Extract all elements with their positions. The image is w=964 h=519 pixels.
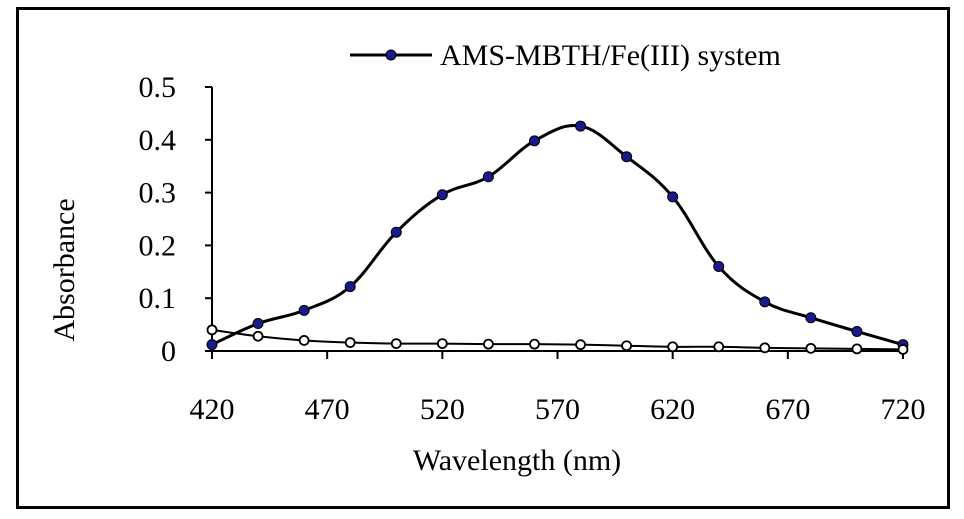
data-point <box>851 325 863 337</box>
data-point <box>805 312 817 324</box>
x-tick-label: 570 <box>535 393 580 426</box>
x-axis-label: Wavelength (nm) <box>413 444 621 477</box>
data-point <box>621 151 633 163</box>
data-point <box>436 189 448 201</box>
x-tick-label: 470 <box>305 393 350 426</box>
series-layer <box>206 120 909 355</box>
y-tick-label: 0.2 <box>139 229 177 262</box>
y-tick-label: 0.1 <box>139 282 177 315</box>
data-point <box>851 343 863 355</box>
data-point <box>759 342 771 354</box>
data-point <box>713 341 725 353</box>
data-point <box>252 318 264 330</box>
y-tick-label: 0 <box>161 335 176 368</box>
y-tick-label: 0.3 <box>139 177 177 210</box>
x-tick-label: 670 <box>765 393 810 426</box>
data-point <box>667 191 679 203</box>
legend-marker <box>385 49 397 61</box>
data-point <box>621 340 632 352</box>
x-tick-label: 520 <box>420 393 465 426</box>
legend: AMS-MBTH/Fe(III) system <box>350 39 781 72</box>
data-point <box>482 338 494 350</box>
data-point <box>206 339 218 351</box>
series-1 <box>206 120 909 351</box>
data-point <box>298 335 310 346</box>
y-axis-label: Absorbance <box>48 198 81 341</box>
data-point <box>252 330 264 342</box>
series-line <box>211 124 904 347</box>
x-tick-label: 720 <box>881 393 926 426</box>
y-tick-label: 0.4 <box>139 124 177 157</box>
data-point <box>298 304 310 316</box>
data-point <box>713 261 725 273</box>
data-point <box>667 341 679 353</box>
data-point <box>436 338 448 350</box>
data-point <box>390 226 402 238</box>
data-point <box>805 342 817 354</box>
data-point <box>206 324 218 336</box>
chart-frame <box>16 7 950 509</box>
x-tick-label: 620 <box>650 393 695 426</box>
axes: 0 0.1 0.2 0.3 0.4 0.5 420 470 520 570 620 670 720 <box>139 71 926 426</box>
data-point <box>344 281 356 293</box>
data-point <box>344 337 356 348</box>
data-point <box>390 338 402 350</box>
data-point <box>575 120 587 132</box>
data-point <box>575 339 586 351</box>
series-line <box>211 328 904 351</box>
data-point <box>529 338 540 350</box>
series-2 <box>206 324 909 355</box>
data-point <box>528 135 540 147</box>
y-tick-label: 0.5 <box>139 71 177 104</box>
data-point <box>759 296 771 308</box>
data-point <box>897 344 909 355</box>
data-point <box>482 171 494 183</box>
legend-label: AMS-MBTH/Fe(III) system <box>440 39 781 72</box>
x-tick-label: 420 <box>190 393 235 426</box>
